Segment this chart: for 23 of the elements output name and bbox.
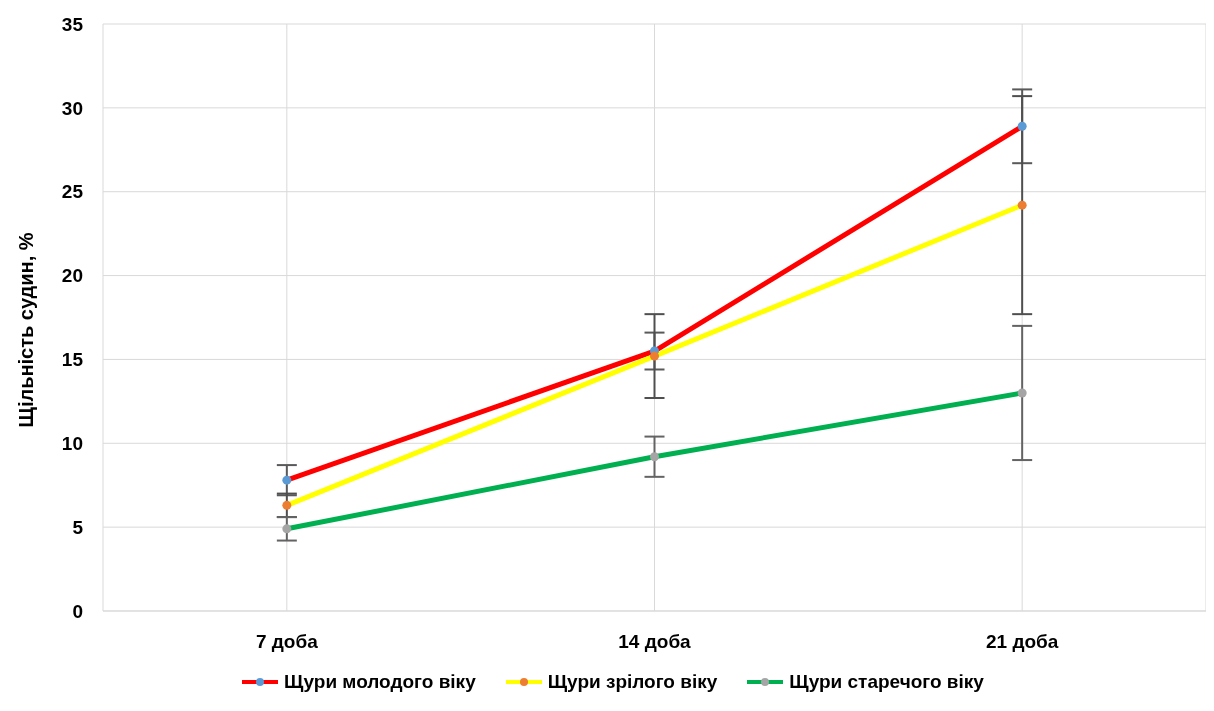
legend-label: Щури молодого віку [284, 671, 476, 693]
x-tick-label: 14 доба [618, 631, 692, 653]
point [282, 500, 292, 510]
point [282, 475, 292, 485]
y-tick-label: 5 [72, 516, 84, 538]
legend-label: Щури старечого віку [789, 671, 984, 693]
point [650, 351, 659, 361]
point [282, 524, 292, 534]
point [1017, 388, 1027, 398]
point [1017, 200, 1027, 210]
y-tick-label: 25 [61, 181, 84, 203]
x-tick-label: 21 доба [985, 631, 1059, 653]
point [1017, 121, 1027, 131]
y-axis-title: Щільність судин, % [15, 232, 38, 428]
y-tick-label: 20 [61, 265, 83, 287]
y-tick-label: 30 [61, 97, 83, 119]
y-tick-label: 35 [61, 13, 84, 35]
legend-label: Щури зрілого віку [547, 671, 718, 693]
y-tick-label: 0 [72, 600, 83, 622]
point [650, 452, 659, 462]
y-tick-label: 10 [61, 433, 83, 455]
y-tick-label: 15 [61, 349, 84, 371]
x-tick-label: 7 доба [255, 631, 319, 653]
